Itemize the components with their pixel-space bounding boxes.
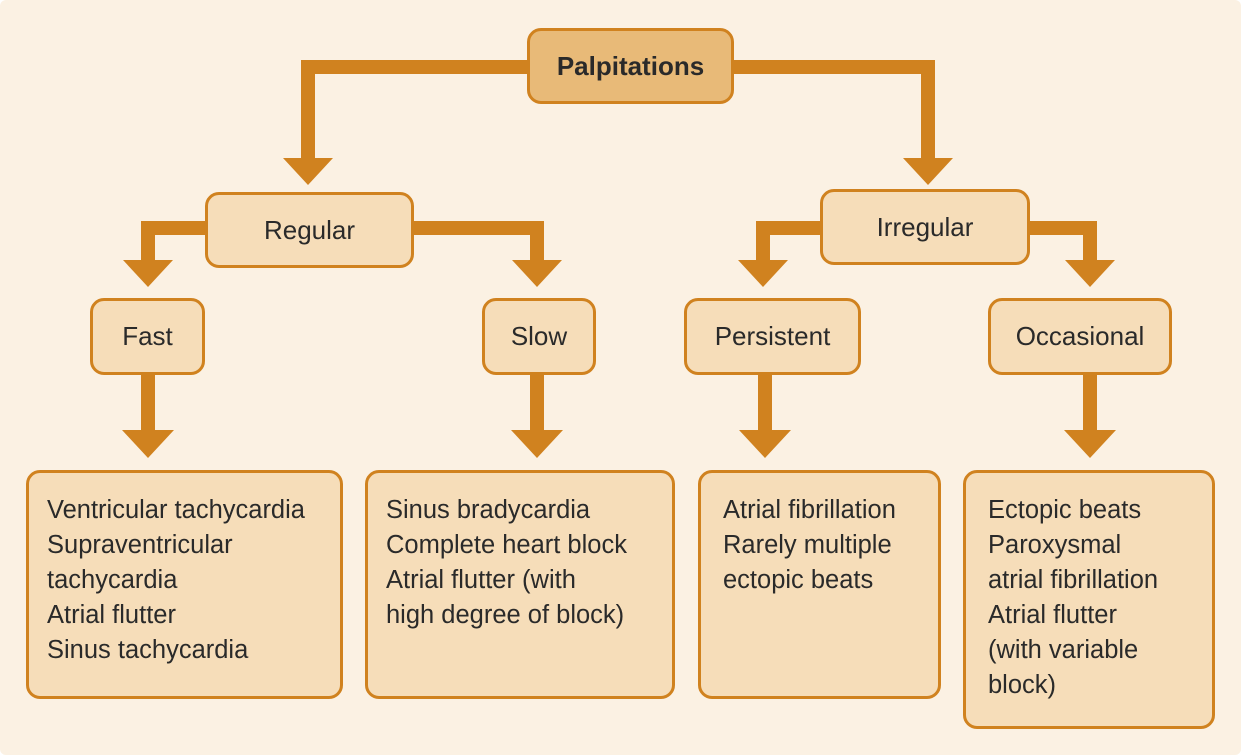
fast-node: Fast [90,298,205,375]
occasional-node: Occasional [988,298,1172,375]
root-label: Palpitations [556,50,705,81]
regular-node: Regular [205,192,414,268]
list-item: Sinus bradycardia [386,496,591,524]
arrowhead-fast [123,260,173,287]
connector-root-irregular [732,60,935,160]
fast-outcome-list: Ventricular tachycardia Supraventricular… [47,493,305,668]
connector-regular-fast [141,221,207,262]
list-item: high degree of block) [386,601,625,629]
irregular-label: Irregular [876,211,974,242]
arrowhead-slow [512,260,562,287]
arrowhead-persistent-outcome [739,430,791,458]
regular-label: Regular [263,214,356,245]
list-item: Paroxysmal [988,531,1122,559]
arrowhead-irregular [903,158,953,185]
list-item: Ectopic beats [988,496,1142,524]
list-item: Supraventricular [47,531,233,559]
list-item: atrial fibrillation [988,566,1159,594]
list-item: Atrial flutter (with [386,566,576,594]
list-item: Rarely multiple [723,531,892,559]
persistent-node: Persistent [684,298,861,375]
list-item: (with variable [988,636,1139,664]
irregular-node: Irregular [820,189,1030,265]
root-node: Palpitations [527,28,734,104]
arrowhead-occasional-outcome [1064,430,1116,458]
connector-regular-slow [412,221,544,262]
list-item: Ventricular tachycardia [47,496,305,524]
arrowhead-persistent [738,260,788,287]
slow-label: Slow [510,321,568,351]
list-item: Sinus tachycardia [47,636,249,664]
arrowhead-fast-outcome [122,430,174,458]
fast-label: Fast [122,321,173,351]
list-item: block) [988,671,1057,699]
list-item: Atrial flutter [988,601,1117,629]
occasional-label: Occasional [1015,321,1145,351]
list-item: ectopic beats [723,566,874,594]
slow-outcome-list: Sinus bradycardia Complete heart block A… [386,493,627,633]
arrowhead-slow-outcome [511,430,563,458]
persistent-outcome-list: Atrial fibrillation Rarely multiple ecto… [723,493,896,598]
connector-root-regular [301,60,528,160]
list-item: tachycardia [47,566,178,594]
slow-node: Slow [482,298,596,375]
list-item: Complete heart block [386,531,627,559]
fast-outcome-box: Ventricular tachycardia Supraventricular… [26,470,343,699]
arrowhead-occasional [1065,260,1115,287]
list-item: Atrial fibrillation [723,496,896,524]
persistent-outcome-box: Atrial fibrillation Rarely multiple ecto… [698,470,941,699]
connector-irregular-persistent [756,221,822,262]
slow-outcome-box: Sinus bradycardia Complete heart block A… [365,470,675,699]
occasional-outcome-list: Ectopic beats Paroxysmal atrial fibrilla… [988,493,1158,703]
occasional-outcome-box: Ectopic beats Paroxysmal atrial fibrilla… [963,470,1215,729]
arrowhead-regular [283,158,333,185]
persistent-label: Persistent [714,321,831,351]
list-item: Atrial flutter [47,601,176,629]
connector-irregular-occasional [1028,221,1097,262]
